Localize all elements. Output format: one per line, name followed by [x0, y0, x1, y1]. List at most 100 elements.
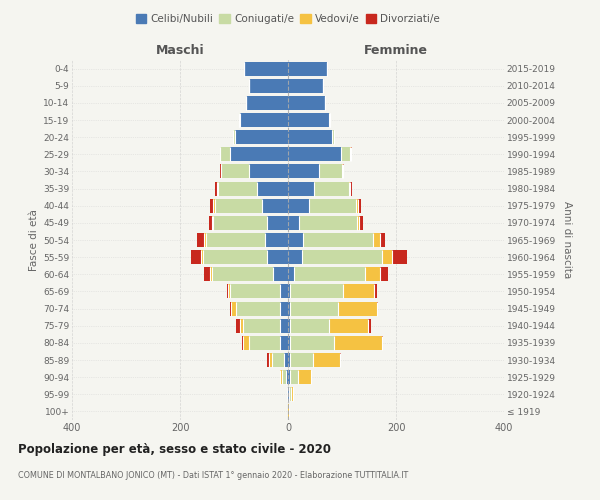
- Bar: [280, 302, 288, 316]
- Bar: [268, 216, 288, 230]
- Bar: [239, 113, 241, 127]
- Bar: [290, 370, 298, 384]
- Bar: [243, 336, 248, 350]
- Bar: [290, 302, 338, 316]
- Bar: [282, 370, 286, 384]
- Bar: [227, 284, 228, 298]
- Bar: [221, 164, 249, 178]
- Bar: [380, 268, 388, 281]
- Bar: [280, 370, 282, 384]
- Bar: [365, 268, 380, 281]
- Bar: [197, 233, 204, 247]
- Bar: [215, 182, 217, 196]
- Bar: [288, 78, 323, 92]
- Bar: [356, 198, 358, 212]
- Bar: [230, 284, 280, 298]
- Bar: [288, 198, 308, 212]
- Bar: [204, 233, 206, 247]
- Text: Femmine: Femmine: [364, 44, 428, 57]
- Bar: [244, 62, 288, 76]
- Bar: [214, 198, 215, 212]
- Bar: [288, 318, 290, 332]
- Bar: [332, 130, 334, 144]
- Bar: [217, 182, 218, 196]
- Bar: [288, 216, 299, 230]
- Bar: [230, 148, 288, 162]
- Bar: [288, 96, 325, 110]
- Bar: [228, 284, 230, 298]
- Bar: [350, 182, 352, 196]
- Bar: [288, 130, 332, 144]
- Bar: [273, 268, 288, 281]
- Bar: [284, 353, 288, 367]
- Bar: [262, 198, 288, 212]
- Bar: [230, 302, 232, 316]
- Bar: [288, 336, 290, 350]
- Bar: [290, 353, 313, 367]
- Bar: [220, 148, 230, 162]
- Bar: [288, 62, 327, 76]
- Bar: [290, 284, 343, 298]
- Bar: [382, 250, 392, 264]
- Text: Maschi: Maschi: [155, 44, 205, 57]
- Bar: [340, 353, 341, 367]
- Bar: [343, 164, 344, 178]
- Bar: [203, 250, 268, 264]
- Bar: [241, 113, 288, 127]
- Legend: Celibi/Nubili, Coniugati/e, Vedovi/e, Divorziati/e: Celibi/Nubili, Coniugati/e, Vedovi/e, Di…: [131, 10, 445, 29]
- Bar: [288, 353, 290, 367]
- Bar: [329, 318, 368, 332]
- Bar: [218, 182, 257, 196]
- Text: Popolazione per età, sesso e stato civile - 2020: Popolazione per età, sesso e stato civil…: [18, 442, 331, 456]
- Bar: [392, 250, 407, 264]
- Bar: [303, 233, 373, 247]
- Bar: [280, 284, 288, 298]
- Bar: [290, 318, 329, 332]
- Bar: [206, 233, 265, 247]
- Bar: [298, 370, 311, 384]
- Bar: [209, 216, 212, 230]
- Bar: [280, 318, 288, 332]
- Bar: [242, 336, 243, 350]
- Bar: [308, 198, 356, 212]
- Bar: [288, 250, 302, 264]
- Bar: [268, 250, 288, 264]
- Bar: [290, 336, 334, 350]
- Bar: [350, 148, 352, 162]
- Y-axis label: Anni di nascita: Anni di nascita: [562, 202, 572, 278]
- Bar: [341, 148, 350, 162]
- Bar: [288, 370, 290, 384]
- Bar: [204, 268, 210, 281]
- Y-axis label: Fasce di età: Fasce di età: [29, 209, 39, 271]
- Bar: [267, 353, 269, 367]
- Bar: [280, 336, 288, 350]
- Bar: [349, 182, 350, 196]
- Bar: [288, 268, 295, 281]
- Bar: [200, 250, 203, 264]
- Bar: [249, 78, 288, 92]
- Bar: [269, 353, 272, 367]
- Bar: [286, 370, 288, 384]
- Bar: [210, 198, 214, 212]
- Bar: [215, 198, 262, 212]
- Bar: [295, 268, 365, 281]
- Bar: [357, 216, 359, 230]
- Bar: [220, 164, 221, 178]
- Bar: [249, 164, 288, 178]
- Bar: [299, 216, 357, 230]
- Bar: [257, 182, 288, 196]
- Bar: [334, 336, 382, 350]
- Bar: [248, 336, 280, 350]
- Bar: [373, 233, 380, 247]
- Bar: [287, 388, 288, 402]
- Bar: [291, 388, 293, 402]
- Bar: [236, 302, 280, 316]
- Bar: [210, 268, 212, 281]
- Bar: [342, 164, 343, 178]
- Bar: [288, 182, 314, 196]
- Bar: [319, 164, 342, 178]
- Bar: [343, 284, 374, 298]
- Bar: [338, 302, 377, 316]
- Bar: [374, 284, 377, 298]
- Bar: [235, 130, 288, 144]
